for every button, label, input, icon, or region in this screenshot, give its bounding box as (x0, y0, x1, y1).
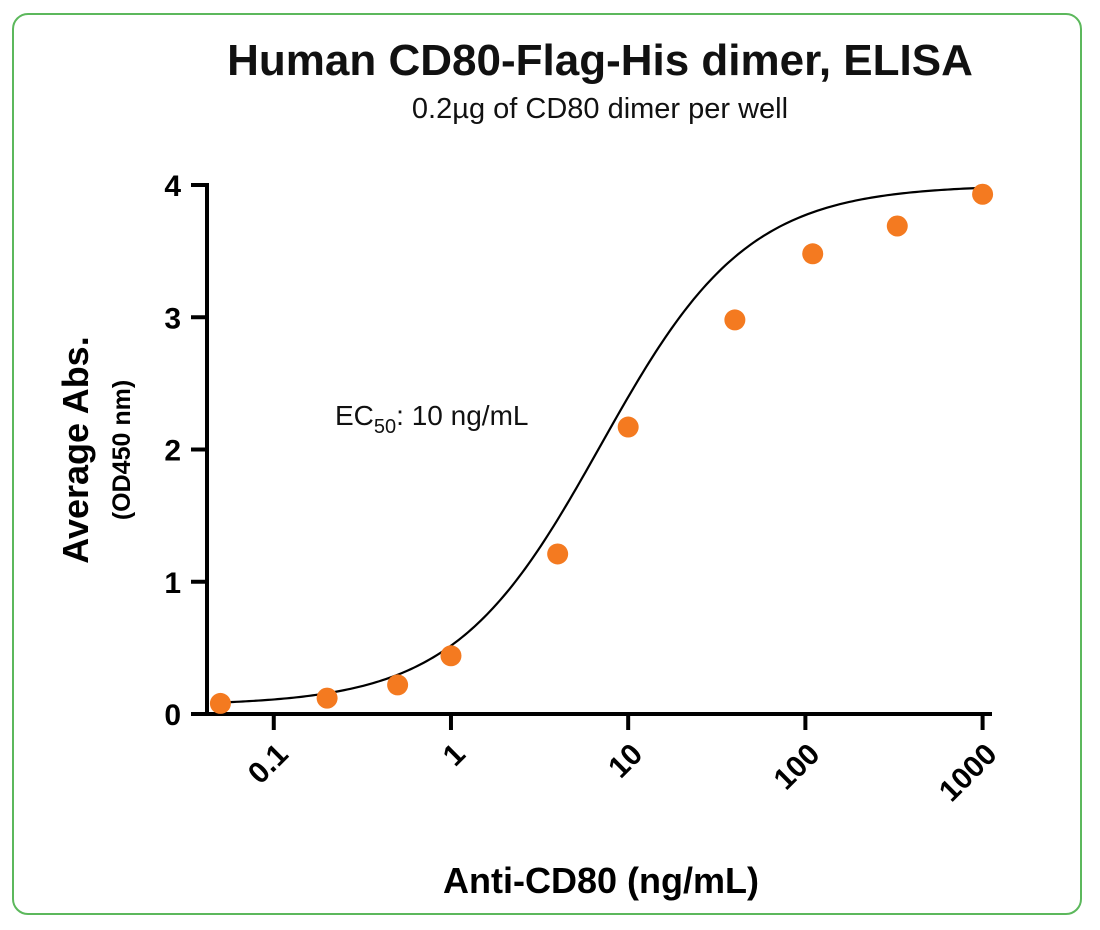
data-point (387, 674, 409, 696)
data-point (724, 309, 746, 331)
data-point (617, 416, 639, 438)
fit-curve-layer (220, 186, 983, 704)
y-axis-label: Average Abs. (OD450 nm) (55, 336, 136, 563)
y-tick-label: 0 (164, 699, 181, 732)
data-point (886, 215, 908, 237)
x-tick-label: 1000 (933, 738, 1004, 809)
fit-curve (220, 186, 983, 704)
chart-frame (12, 13, 1082, 915)
x-tick-label: 1 (437, 738, 472, 773)
x-tick-label: 10 (602, 738, 649, 785)
data-point (440, 645, 462, 667)
x-tick-label: 100 (768, 738, 827, 797)
chart-subtitle: 0.2µg of CD80 dimer per well (412, 93, 788, 125)
data-point (802, 243, 824, 265)
data-point (972, 183, 994, 205)
axes: 0 1 2 3 4 0.1 1 10 100 1000 (164, 170, 1003, 808)
y-tick-label: 2 (164, 435, 181, 468)
ec50-annotation: EC50: 10 ng/mL (335, 400, 528, 438)
y-axis-title: Average Abs. (55, 336, 96, 563)
chart-title: Human CD80-Flag-His dimer, ELISA (227, 36, 973, 85)
x-axis-title: Anti-CD80 (ng/mL) (443, 860, 759, 901)
y-tick-label: 3 (164, 302, 181, 335)
data-point (547, 543, 569, 565)
data-point (316, 687, 338, 709)
data-points-layer (209, 183, 994, 714)
data-point (209, 692, 231, 714)
y-tick-label: 4 (164, 170, 181, 203)
x-tick-label: 0.1 (242, 738, 295, 791)
y-axis-unit: (OD450 nm) (108, 380, 136, 520)
y-tick-label: 1 (164, 567, 181, 600)
